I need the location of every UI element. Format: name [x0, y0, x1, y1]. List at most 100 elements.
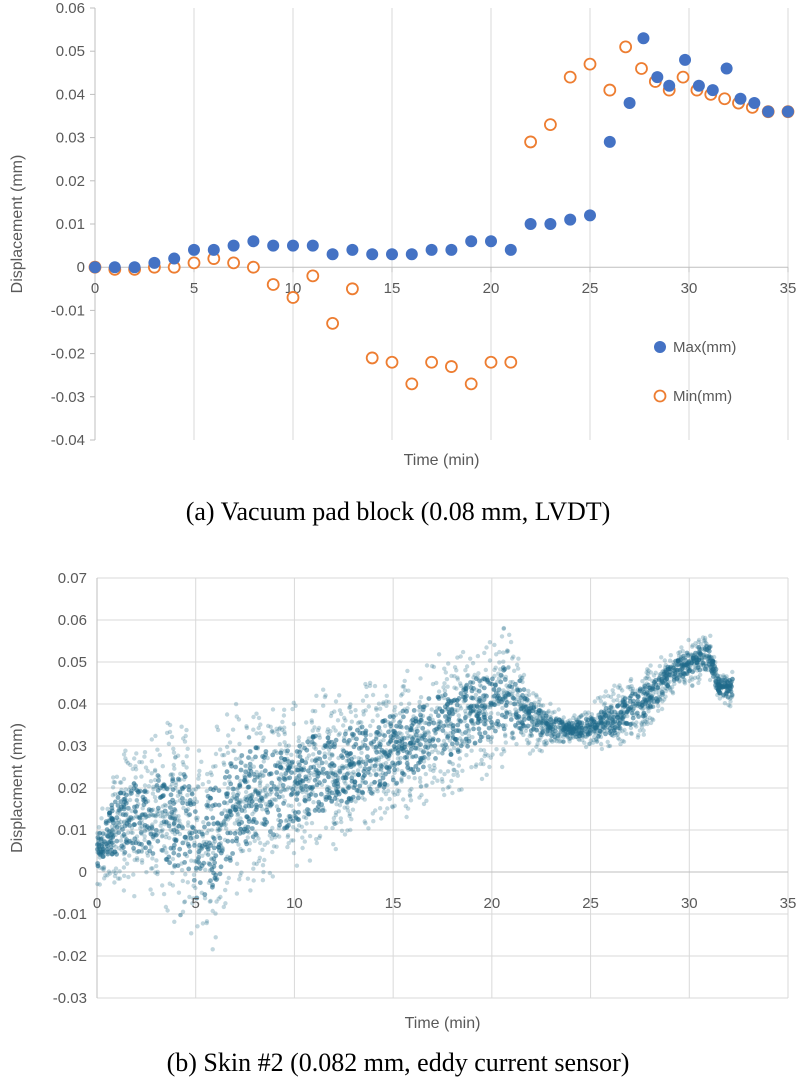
- trace-point: [399, 777, 404, 783]
- trace-point: [262, 857, 267, 863]
- trace-core-point: [386, 769, 392, 775]
- trace-core-point: [408, 746, 414, 752]
- trace-point: [282, 725, 287, 730]
- trace-core-point: [324, 770, 329, 776]
- trace-core-point: [501, 726, 507, 732]
- trace-point: [126, 830, 131, 835]
- trace-point: [360, 795, 365, 800]
- trace-point: [146, 784, 152, 789]
- legend-max-label: Max(mm): [673, 339, 736, 356]
- trace-core-point: [612, 719, 618, 724]
- trace-point: [419, 792, 424, 798]
- trace-core-point: [274, 770, 280, 775]
- trace-point: [350, 807, 356, 812]
- trace-core-point: [317, 780, 322, 786]
- trace-point: [399, 779, 404, 784]
- trace-point: [331, 725, 336, 730]
- trace-point: [233, 756, 239, 762]
- trace-point: [482, 650, 487, 656]
- trace-core-point: [700, 660, 706, 666]
- trace-point: [317, 735, 322, 740]
- trace-core-point: [597, 728, 603, 734]
- max-point: [425, 243, 438, 256]
- trace-core-point: [277, 776, 282, 782]
- trace-point: [377, 806, 383, 811]
- trace-core-point: [392, 767, 397, 773]
- trace-point: [567, 736, 573, 741]
- trace-point: [397, 730, 402, 735]
- trace-point: [111, 775, 116, 780]
- trace-point: [703, 640, 708, 645]
- trace-point: [295, 828, 300, 833]
- trace-point: [531, 717, 537, 722]
- trace-point: [147, 813, 152, 819]
- trace-point: [251, 714, 256, 720]
- trace-point: [442, 666, 447, 671]
- trace-core-point: [233, 807, 238, 813]
- trace-point: [504, 649, 510, 654]
- trace-point: [258, 722, 263, 727]
- trace-point: [339, 711, 344, 717]
- trace-core-point: [95, 846, 100, 852]
- trace-point: [158, 823, 163, 828]
- trace-point: [261, 735, 266, 740]
- trace-core-point: [427, 738, 432, 744]
- trace-point: [389, 804, 395, 809]
- trace-point: [558, 738, 563, 744]
- trace-point: [159, 829, 165, 834]
- trace-point: [432, 775, 437, 780]
- min-point: [227, 256, 241, 270]
- trace-point: [243, 764, 249, 769]
- trace-point: [294, 827, 299, 832]
- trace-core-point: [208, 878, 213, 884]
- trace-point: [170, 772, 176, 777]
- x-tick-label: 0: [93, 895, 101, 912]
- trace-point: [439, 743, 445, 748]
- trace-point: [497, 660, 502, 665]
- trace-core-point: [730, 676, 735, 682]
- trace-point: [434, 680, 439, 686]
- trace-point: [374, 735, 379, 740]
- trace-point: [322, 694, 328, 700]
- trace-core-point: [508, 717, 514, 722]
- trace-point: [442, 771, 447, 777]
- trace-point: [482, 753, 487, 759]
- trace-core-point: [436, 696, 442, 701]
- trace-point: [459, 787, 464, 792]
- trace-core-point: [475, 720, 481, 725]
- trace-point: [103, 873, 108, 878]
- trace-point: [265, 840, 270, 845]
- trace-point: [290, 706, 295, 712]
- trace-point: [628, 676, 634, 682]
- trace-point: [352, 772, 358, 777]
- trace-core-point: [133, 783, 139, 788]
- trace-core-point: [246, 755, 251, 760]
- trace-point: [345, 741, 351, 747]
- trace-point: [510, 692, 515, 697]
- trace-point: [208, 770, 213, 775]
- trace-point: [592, 699, 597, 704]
- trace-core-point: [227, 855, 233, 861]
- trace-point: [285, 833, 291, 838]
- trace-core-point: [228, 830, 233, 836]
- trace-core-point: [105, 849, 110, 855]
- trace-point: [437, 721, 442, 726]
- trace-core-point: [125, 805, 131, 811]
- trace-point: [139, 774, 144, 779]
- trace-core-point: [98, 837, 104, 842]
- trace-core-point: [187, 812, 193, 817]
- min-point: [187, 256, 201, 270]
- trace-core-point: [637, 686, 643, 692]
- trace-point: [296, 823, 302, 828]
- trace-point: [278, 760, 283, 765]
- trace-point: [291, 783, 297, 789]
- trace-point: [447, 723, 452, 729]
- trace-core-point: [341, 748, 347, 754]
- trace-core-point: [320, 766, 326, 772]
- trace-core-point: [600, 724, 606, 730]
- trace-point: [643, 676, 648, 681]
- trace-core-point: [421, 749, 426, 754]
- trace-point: [530, 748, 536, 753]
- trace-core-point: [578, 724, 583, 729]
- trace-point: [217, 827, 222, 833]
